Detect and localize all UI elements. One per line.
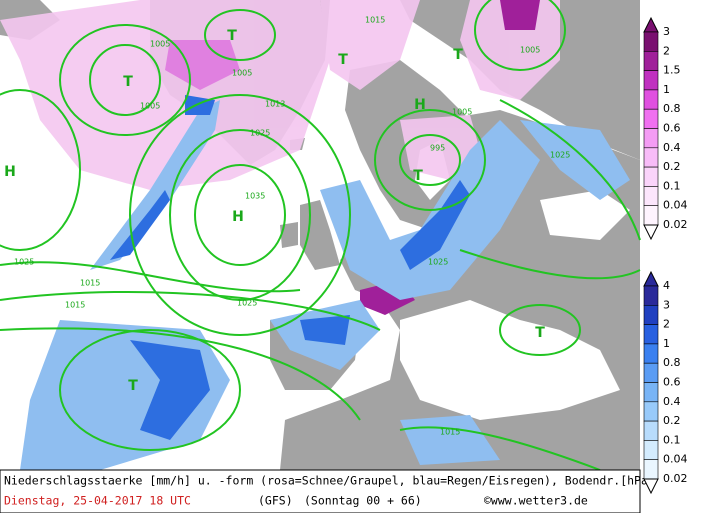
isobar-label: 1025 — [250, 129, 270, 138]
legend-swatch — [643, 147, 659, 168]
isobar-label: 1035 — [245, 192, 265, 201]
isobar-label: 1015 — [440, 428, 460, 437]
rain-heavy — [110, 95, 470, 440]
footer-run: (Sonntag 00 + 66) — [304, 494, 422, 508]
legend-swatch — [643, 440, 659, 460]
pressure-center: H — [414, 97, 426, 113]
legend-label: 0.8 — [663, 356, 681, 369]
legend-swatch — [643, 401, 659, 422]
legend-label: 0.6 — [663, 122, 681, 135]
footer-copyright: ©www.wetter3.de — [484, 494, 588, 508]
isobar-label: 1025 — [428, 258, 448, 267]
legend-label: 0.4 — [663, 141, 681, 154]
isobar-label: 1005 — [452, 108, 472, 117]
isobars — [0, 0, 641, 471]
footer-box — [0, 469, 641, 513]
isobar-label: 1005 — [520, 46, 540, 55]
legend-label: 0.4 — [663, 395, 681, 408]
legend-swatch — [643, 285, 659, 306]
legend-label: 4 — [663, 279, 670, 292]
legend-swatch — [643, 89, 659, 110]
legend-label: 0.1 — [663, 179, 681, 192]
legend-label: 0.04 — [663, 199, 688, 212]
isobar-label: 1005 — [150, 40, 170, 49]
pressure-center: T — [535, 325, 545, 341]
legend-swatch — [643, 324, 659, 345]
legend-swatch — [643, 31, 659, 52]
legend-label: 0.02 — [663, 472, 688, 485]
legend-swatch — [643, 128, 659, 149]
legend-swatch — [643, 304, 659, 325]
isobar-label: 1025 — [550, 151, 570, 160]
isobar-label: 1005 — [140, 102, 160, 111]
legend-label: 2 — [663, 44, 670, 57]
pressure-center: H — [4, 164, 16, 180]
legend-swatch — [643, 186, 659, 206]
pressure-center: T — [413, 168, 423, 184]
legend-swatch — [643, 420, 659, 441]
pressure-center: T — [338, 52, 348, 68]
legend-arrow-top — [643, 270, 659, 287]
legend-label: 0.1 — [663, 433, 681, 446]
legend-label: 1 — [663, 337, 670, 350]
snow-heavy — [165, 0, 540, 315]
footer-model: (GFS) — [258, 494, 293, 508]
legend-label: 0.2 — [663, 160, 681, 173]
legend-label: 3 — [663, 25, 670, 38]
legend-swatch — [643, 108, 659, 129]
legend-arrow-bottom — [643, 478, 659, 495]
footer-description: Niederschlagsstaerke [mm/h] u. -form (ro… — [4, 474, 655, 488]
legend-label: 1 — [663, 83, 670, 96]
legend-swatch — [643, 166, 659, 187]
legend-swatch — [643, 50, 659, 71]
isobar-label: 1015 — [80, 279, 100, 288]
pressure-center: H — [232, 209, 244, 225]
pressure-center: T — [128, 378, 138, 394]
legend-swatch — [643, 459, 659, 480]
legend-label: 3 — [663, 298, 670, 311]
isobar-label: 995 — [430, 144, 445, 153]
legend-label: 0.2 — [663, 414, 681, 427]
isobar-label: 1005 — [232, 69, 252, 78]
legend-label: 1.5 — [663, 64, 681, 77]
footer-valid-time: Dienstag, 25-04-2017 18 UTC — [4, 494, 191, 508]
pressure-center: T — [123, 74, 133, 90]
legend-arrow-top — [643, 16, 659, 33]
legend-label: 2 — [663, 318, 670, 331]
legend-swatch — [643, 70, 659, 91]
isobar-label: 1015 — [65, 301, 85, 310]
legend-label: 0.6 — [663, 376, 681, 389]
isobar-label: 1015 — [365, 16, 385, 25]
legend-label: 0.8 — [663, 102, 681, 115]
isobar-label: 1013 — [265, 100, 285, 109]
isobar-label: 1025 — [237, 299, 257, 308]
legend-swatch — [643, 362, 659, 383]
legend-label: 0.04 — [663, 453, 688, 466]
legend-arrow-bottom — [643, 224, 659, 241]
legend-label: 0.02 — [663, 218, 688, 231]
pressure-center: T — [453, 47, 463, 63]
isobar-label: 1025 — [14, 258, 34, 267]
legend-swatch — [643, 343, 659, 364]
legend-swatch — [643, 205, 659, 226]
legend-swatch — [643, 382, 659, 403]
pressure-center: T — [227, 28, 237, 44]
